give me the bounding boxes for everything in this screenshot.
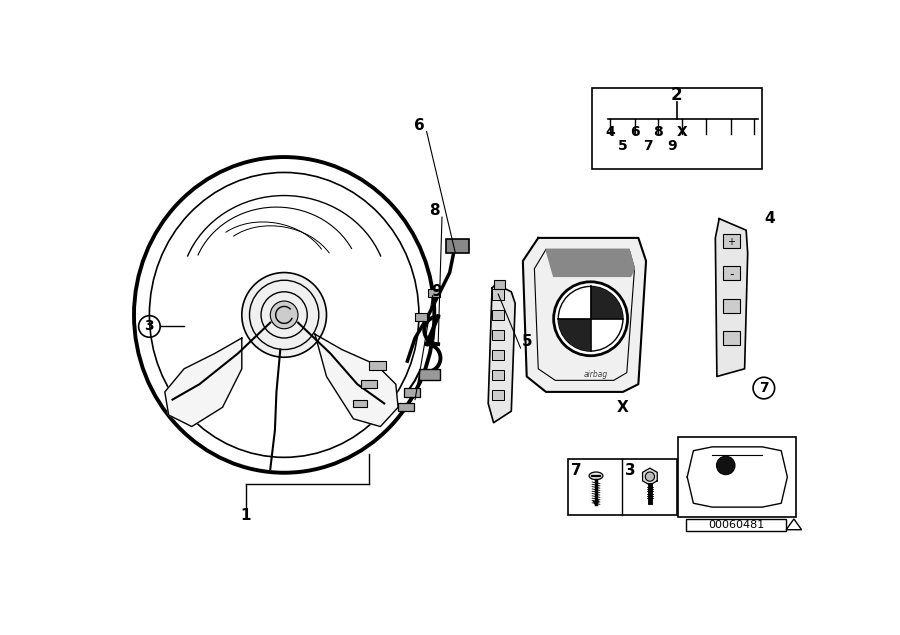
Polygon shape — [315, 334, 398, 427]
Bar — [493, 280, 505, 290]
Circle shape — [270, 301, 298, 329]
Text: 6: 6 — [413, 118, 424, 133]
Text: airbag: airbag — [584, 370, 608, 380]
Text: 2: 2 — [671, 86, 683, 104]
Bar — [723, 267, 740, 280]
Text: X: X — [677, 124, 688, 138]
Bar — [369, 361, 386, 370]
Polygon shape — [523, 238, 646, 392]
Bar — [723, 298, 740, 312]
Bar — [354, 399, 367, 407]
Text: 00060481: 00060481 — [708, 519, 764, 530]
Bar — [723, 331, 740, 345]
Circle shape — [716, 456, 735, 475]
Bar — [568, 459, 677, 515]
Polygon shape — [546, 250, 634, 276]
Text: 6: 6 — [630, 124, 639, 138]
Text: 9: 9 — [431, 284, 442, 299]
Bar — [679, 436, 796, 518]
Bar — [723, 234, 740, 248]
Bar — [361, 380, 376, 388]
Bar — [403, 388, 420, 396]
Bar — [418, 369, 440, 380]
Bar — [686, 519, 787, 530]
Bar — [428, 290, 440, 297]
Bar — [446, 239, 469, 253]
Text: 7: 7 — [643, 138, 652, 152]
Text: 9: 9 — [668, 138, 677, 152]
Polygon shape — [165, 338, 242, 427]
Ellipse shape — [590, 472, 603, 479]
Circle shape — [645, 472, 654, 481]
Text: +: + — [727, 237, 735, 247]
Polygon shape — [488, 284, 515, 423]
Polygon shape — [716, 218, 748, 377]
Bar — [492, 370, 504, 380]
Bar — [398, 403, 413, 411]
Text: 5: 5 — [521, 335, 532, 349]
Circle shape — [242, 272, 327, 358]
Circle shape — [554, 282, 627, 356]
Text: 4: 4 — [605, 124, 615, 138]
Text: X: X — [617, 400, 629, 415]
Wedge shape — [558, 319, 590, 351]
Text: 4: 4 — [764, 211, 775, 226]
Text: 7: 7 — [759, 381, 769, 395]
Bar — [492, 290, 504, 300]
Text: 5: 5 — [618, 138, 628, 152]
Text: -: - — [729, 267, 733, 281]
Text: 3: 3 — [626, 463, 636, 478]
Text: 8: 8 — [429, 203, 439, 218]
Polygon shape — [643, 468, 657, 485]
Text: 3: 3 — [145, 319, 154, 333]
Wedge shape — [590, 286, 623, 319]
Bar — [592, 88, 761, 169]
Bar — [492, 349, 504, 360]
Text: 1: 1 — [240, 507, 251, 523]
Text: 8: 8 — [653, 124, 663, 138]
Bar — [415, 313, 428, 321]
Bar — [492, 330, 504, 340]
Bar — [492, 390, 504, 401]
Text: 7: 7 — [572, 463, 582, 478]
Bar — [492, 309, 504, 320]
